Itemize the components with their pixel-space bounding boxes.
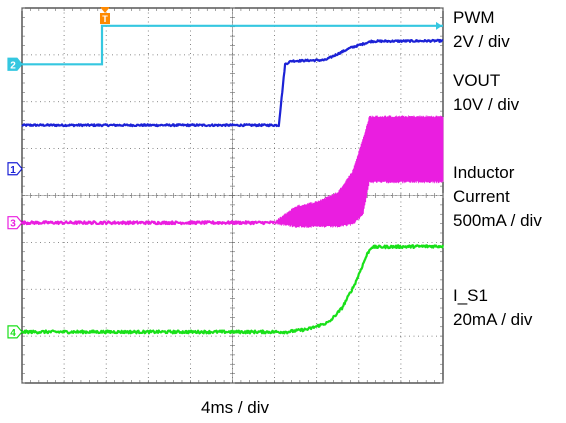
vout-channel-name: VOUT xyxy=(453,71,501,90)
pwm-scale: 2V / div xyxy=(453,32,510,51)
inductor-current-label: Inductor Current 500mA / div xyxy=(453,161,542,233)
ground-marker-4 xyxy=(7,325,23,339)
ground-marker-label-1: 1 xyxy=(10,165,16,176)
vout-label: VOUT 10V / div xyxy=(453,69,519,117)
trace-i-s1 xyxy=(21,244,445,335)
is1-channel-name: I_S1 xyxy=(453,286,488,305)
inductor-current-name-line1: Inductor xyxy=(453,163,515,182)
trigger-marker xyxy=(99,13,110,24)
trigger-arrow xyxy=(99,7,110,13)
pwm-level-arrow xyxy=(436,21,442,30)
ground-marker-3 xyxy=(7,216,23,230)
pwm-label: PWM 2V / div xyxy=(453,6,510,54)
trace-vout xyxy=(21,38,444,128)
ground-marker-2 xyxy=(7,57,23,71)
trigger-marker-label: T xyxy=(102,14,108,24)
inductor-current-name-line2: Current xyxy=(453,187,510,206)
vout-scale: 10V / div xyxy=(453,95,520,114)
ground-marker-1 xyxy=(7,162,23,176)
trace-inductor-current xyxy=(21,220,275,226)
inductor-current-scale: 500mA / div xyxy=(453,211,542,230)
ground-marker-label-3: 3 xyxy=(10,219,16,230)
is1-label: I_S1 20mA / div xyxy=(453,284,532,332)
ground-marker-label-2: 2 xyxy=(10,60,16,71)
pwm-channel-name: PWM xyxy=(453,8,495,27)
trace-pwm xyxy=(22,24,443,66)
ground-marker-label-4: 4 xyxy=(10,328,16,339)
timebase-label: 4ms / div xyxy=(200,398,270,417)
is1-scale: 20mA / div xyxy=(453,310,533,329)
